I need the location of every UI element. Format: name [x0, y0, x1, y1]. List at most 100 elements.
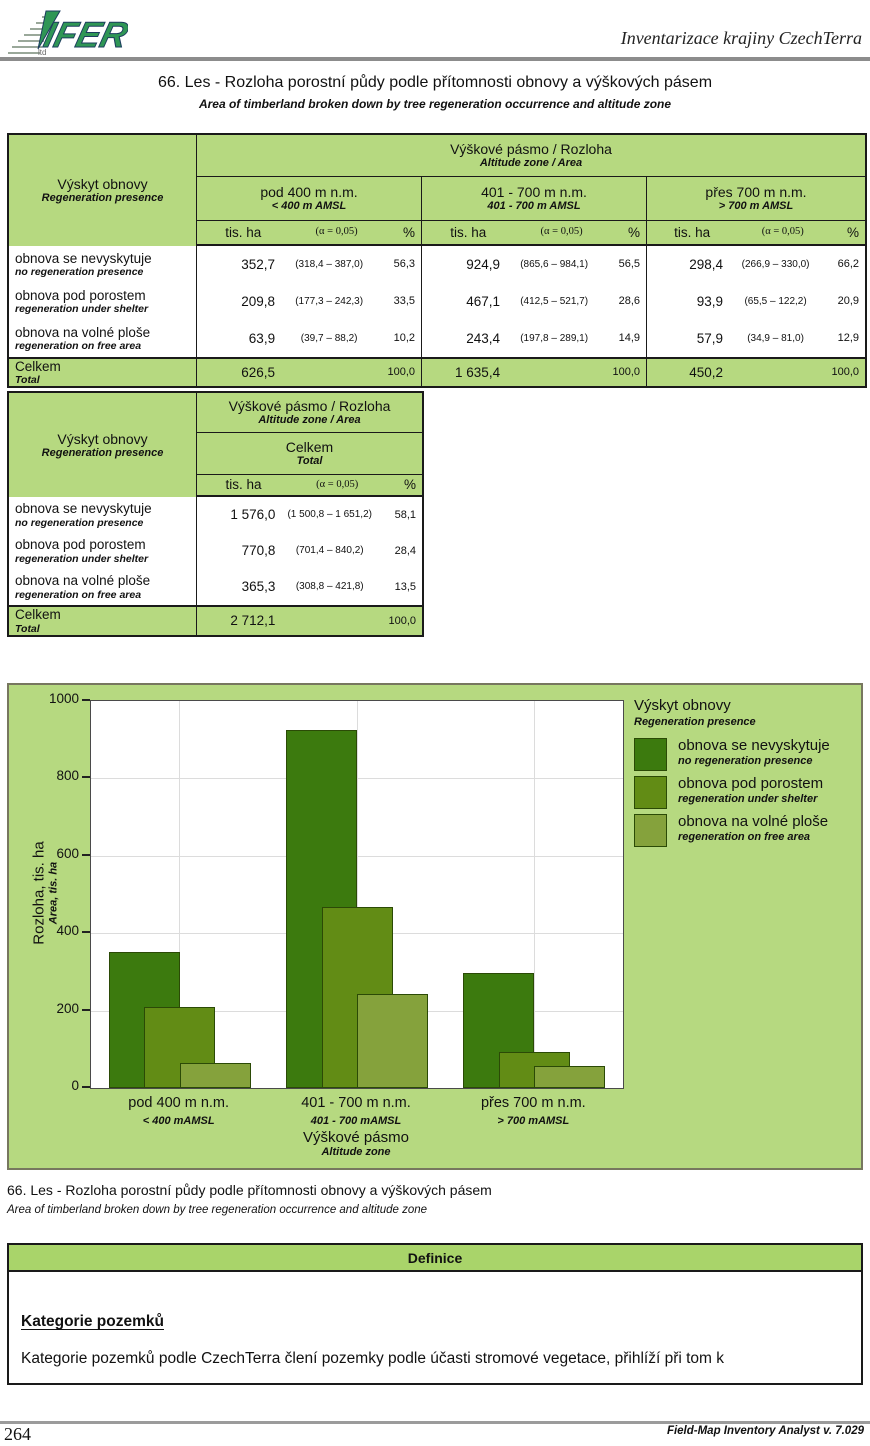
- definitions-box: Definice Kategorie pozemků Kategorie poz…: [7, 1243, 863, 1385]
- row-label-cs: obnova na volné ploše: [15, 324, 151, 340]
- x-axis-title-cs: Výškové pásmo: [303, 1129, 409, 1146]
- confidence-interval: (865,6 – 984,1): [520, 258, 589, 270]
- confidence-interval: (412,5 – 521,7): [520, 295, 589, 307]
- t1-row1-zone1-cell: 352,7 (318,4 – 387,0) 56,3: [197, 246, 422, 283]
- value: 450,2: [689, 364, 724, 380]
- percent-label: %: [402, 224, 415, 240]
- chart-plot-area: [90, 700, 624, 1089]
- row-label-en: regeneration on free area: [15, 588, 142, 601]
- unit-label: tis. ha: [674, 224, 711, 240]
- alpha-label: (α = 0,05): [315, 226, 358, 238]
- chart-caption-cs: 66. Les - Rozloha porostní půdy podle př…: [7, 1182, 492, 1198]
- chart-x-axis-title: Výškové pásmo Altitude zone: [206, 1129, 506, 1158]
- unit-label: tis. ha: [450, 224, 487, 240]
- t1-total-zone1-cell: 626,5 100,0: [197, 357, 422, 386]
- y-tick-label: 400: [56, 923, 79, 939]
- value: 1 576,0: [230, 507, 276, 523]
- t2-row3-label: obnova na volné ploše regeneration on fr…: [9, 569, 197, 605]
- t2-col-en: Total: [296, 455, 323, 468]
- row-label-cs: obnova pod porostem: [15, 287, 146, 303]
- t1-row3-zone2-cell: 243,4 (197,8 – 289,1) 14,9: [422, 320, 647, 357]
- percent: 10,2: [393, 332, 415, 345]
- t1-col1-en: < 400 m AMSL: [271, 200, 347, 213]
- t1-total-zone3-cell: 450,2 100,0: [647, 357, 865, 386]
- value: 2 712,1: [230, 613, 276, 629]
- row-label-cs: obnova se nevyskytuje: [15, 501, 152, 517]
- value: 467,1: [466, 293, 501, 309]
- percent: 100,0: [387, 366, 415, 379]
- logo-ltd-label: ltd: [38, 48, 46, 57]
- x-category-cs: 401 - 700 m n.m.: [301, 1095, 411, 1111]
- percent-label: %: [846, 224, 859, 240]
- t2-row1-label: obnova se nevyskytuje no regeneration pr…: [9, 497, 197, 533]
- page-number: 264: [4, 1424, 31, 1444]
- t1-row3-zone3-cell: 57,9 (34,9 – 81,0) 12,9: [647, 320, 865, 357]
- unit-label: tis. ha: [225, 477, 262, 493]
- confidence-interval: (318,4 – 387,0): [295, 258, 364, 270]
- confidence-interval: (65,5 – 122,2): [744, 295, 807, 307]
- t1-col-header-zone1: pod 400 m n.m. < 400 m AMSL: [197, 177, 422, 221]
- percent-label: %: [403, 477, 416, 493]
- percent: 56,3: [393, 258, 415, 271]
- confidence-interval: (308,8 – 421,8): [295, 581, 364, 593]
- t2-group-header-en: Altitude zone / Area: [258, 414, 361, 427]
- confidence-interval: (177,3 – 242,3): [295, 295, 364, 307]
- legend-entry: obnova se nevyskytuje no regeneration pr…: [634, 737, 862, 771]
- value: 352,7: [241, 256, 276, 272]
- t1-row-header-cell: Výskyt obnovy Regeneration presence: [9, 135, 197, 246]
- t2-group-header-cell: Výškové pásmo / Rozloha Altitude zone / …: [197, 393, 422, 433]
- legend-swatch-under-shelter: [634, 776, 667, 809]
- value: 63,9: [248, 330, 276, 346]
- t1-group-header-cell: Výškové pásmo / Rozloha Altitude zone / …: [197, 135, 865, 177]
- t2-group-header-cs: Výškové pásmo / Rozloha: [228, 398, 391, 415]
- header-rule: [0, 57, 870, 61]
- t2-row2-cell: 770,8 (701,4 – 840,2) 28,4: [197, 533, 422, 569]
- x-category-cs: pod 400 m n.m.: [128, 1095, 230, 1111]
- percent: 13,5: [394, 580, 416, 593]
- legend-entry: obnova na volné ploše regeneration on fr…: [634, 813, 862, 847]
- percent: 28,6: [618, 295, 640, 308]
- t1-col1-cs: pod 400 m n.m.: [260, 184, 358, 201]
- legend-label-cs: obnova se nevyskytuje: [678, 737, 830, 754]
- row-label-en: regeneration under shelter: [15, 303, 149, 316]
- t1-group-header-cs: Výškové pásmo / Rozloha: [450, 141, 612, 158]
- t2-total-cell: 2 712,1 100,0: [197, 605, 422, 635]
- value: 298,4: [689, 256, 724, 272]
- bar-series3-group2: [357, 993, 428, 1088]
- row-label-cs: obnova se nevyskytuje: [15, 250, 152, 266]
- percent: 100,0: [831, 366, 859, 379]
- value: 365,3: [241, 579, 276, 595]
- footer-rule: [0, 1421, 870, 1424]
- percent: 100,0: [612, 366, 640, 379]
- t1-col-header-zone3: přes 700 m n.m. > 700 m AMSL: [647, 177, 865, 221]
- t1-col2-en: 401 - 700 m AMSL: [487, 200, 581, 213]
- percent: 58,1: [394, 508, 416, 521]
- t1-col-header-zone2: 401 - 700 m n.m. 401 - 700 m AMSL: [422, 177, 647, 221]
- legend-label-cs: obnova na volné ploše: [678, 813, 829, 830]
- bar-chart-panel: Rozloha, tis. ha Area, tis. ha Výškové p…: [7, 683, 863, 1170]
- t1-subheader-zone1: tis. ha (α = 0,05) %: [197, 221, 422, 246]
- legend-swatch-free-area: [634, 814, 667, 847]
- legend-entry: obnova pod porostem regeneration under s…: [634, 775, 862, 809]
- row-label-cs: obnova na volné ploše: [15, 573, 151, 589]
- document-brand: Inventarizace krajiny CzechTerra: [620, 28, 862, 48]
- y-tick-mark: [82, 853, 90, 856]
- t2-row-header-cell: Výskyt obnovy Regeneration presence: [9, 393, 197, 497]
- y-tick-mark: [82, 699, 90, 701]
- logo-triangle: [37, 10, 61, 50]
- t1-row-header-cs: Výskyt obnovy: [57, 176, 148, 193]
- definitions-header: Definice: [9, 1245, 861, 1272]
- y-tick-label: 200: [56, 1000, 79, 1016]
- value: 1 635,4: [455, 364, 501, 380]
- t1-row1-zone2-cell: 924,9 (865,6 – 984,1) 56,5: [422, 246, 647, 283]
- percent: 33,5: [393, 295, 415, 308]
- t1-col2-cs: 401 - 700 m n.m.: [481, 184, 587, 201]
- total-label-en: Total: [15, 374, 40, 387]
- value: 209,8: [241, 293, 276, 309]
- value: 770,8: [241, 543, 276, 559]
- percent: 14,9: [618, 332, 640, 345]
- row-label-en: regeneration under shelter: [15, 552, 149, 565]
- row-label-en: no regeneration presence: [15, 516, 144, 529]
- t1-subheader-zone3: tis. ha (α = 0,05) %: [647, 221, 865, 246]
- unit-label: tis. ha: [225, 224, 262, 240]
